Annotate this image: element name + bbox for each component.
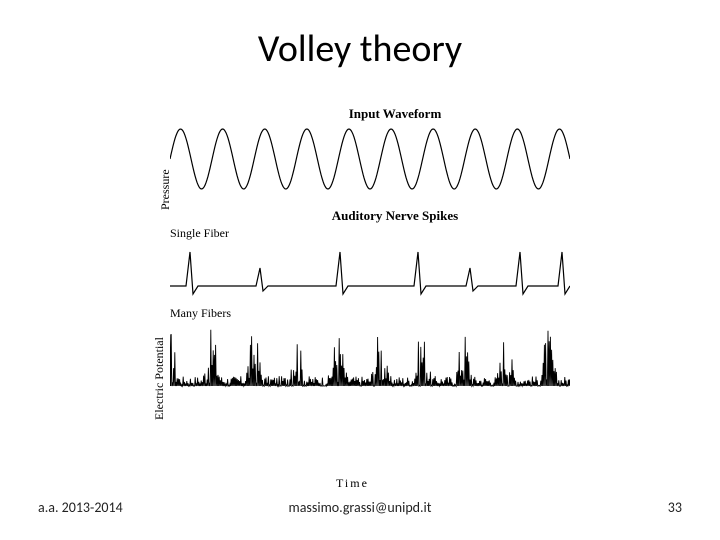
footer-email: massimo.grassi@unipd.it	[0, 499, 720, 516]
xlabel-time: Time	[336, 476, 369, 491]
footer-page-number: 33	[668, 499, 682, 516]
ylabel-potential: Electric Potential	[152, 337, 167, 420]
chart-many-fibers	[170, 321, 570, 391]
page-title: Volley theory	[0, 26, 720, 72]
chart-input-waveform	[170, 124, 570, 194]
label-single-fiber: Single Fiber	[170, 226, 620, 241]
label-many-fibers: Many Fibers	[170, 306, 620, 321]
label-input-waveform: Input Waveform	[170, 106, 620, 122]
figure: Input Waveform Auditory Nerve Spikes Sin…	[170, 100, 620, 391]
label-auditory-spikes: Auditory Nerve Spikes	[170, 208, 620, 224]
slide: Volley theory Pressure Electric Potentia…	[0, 0, 720, 540]
chart-single-fiber	[170, 241, 570, 296]
